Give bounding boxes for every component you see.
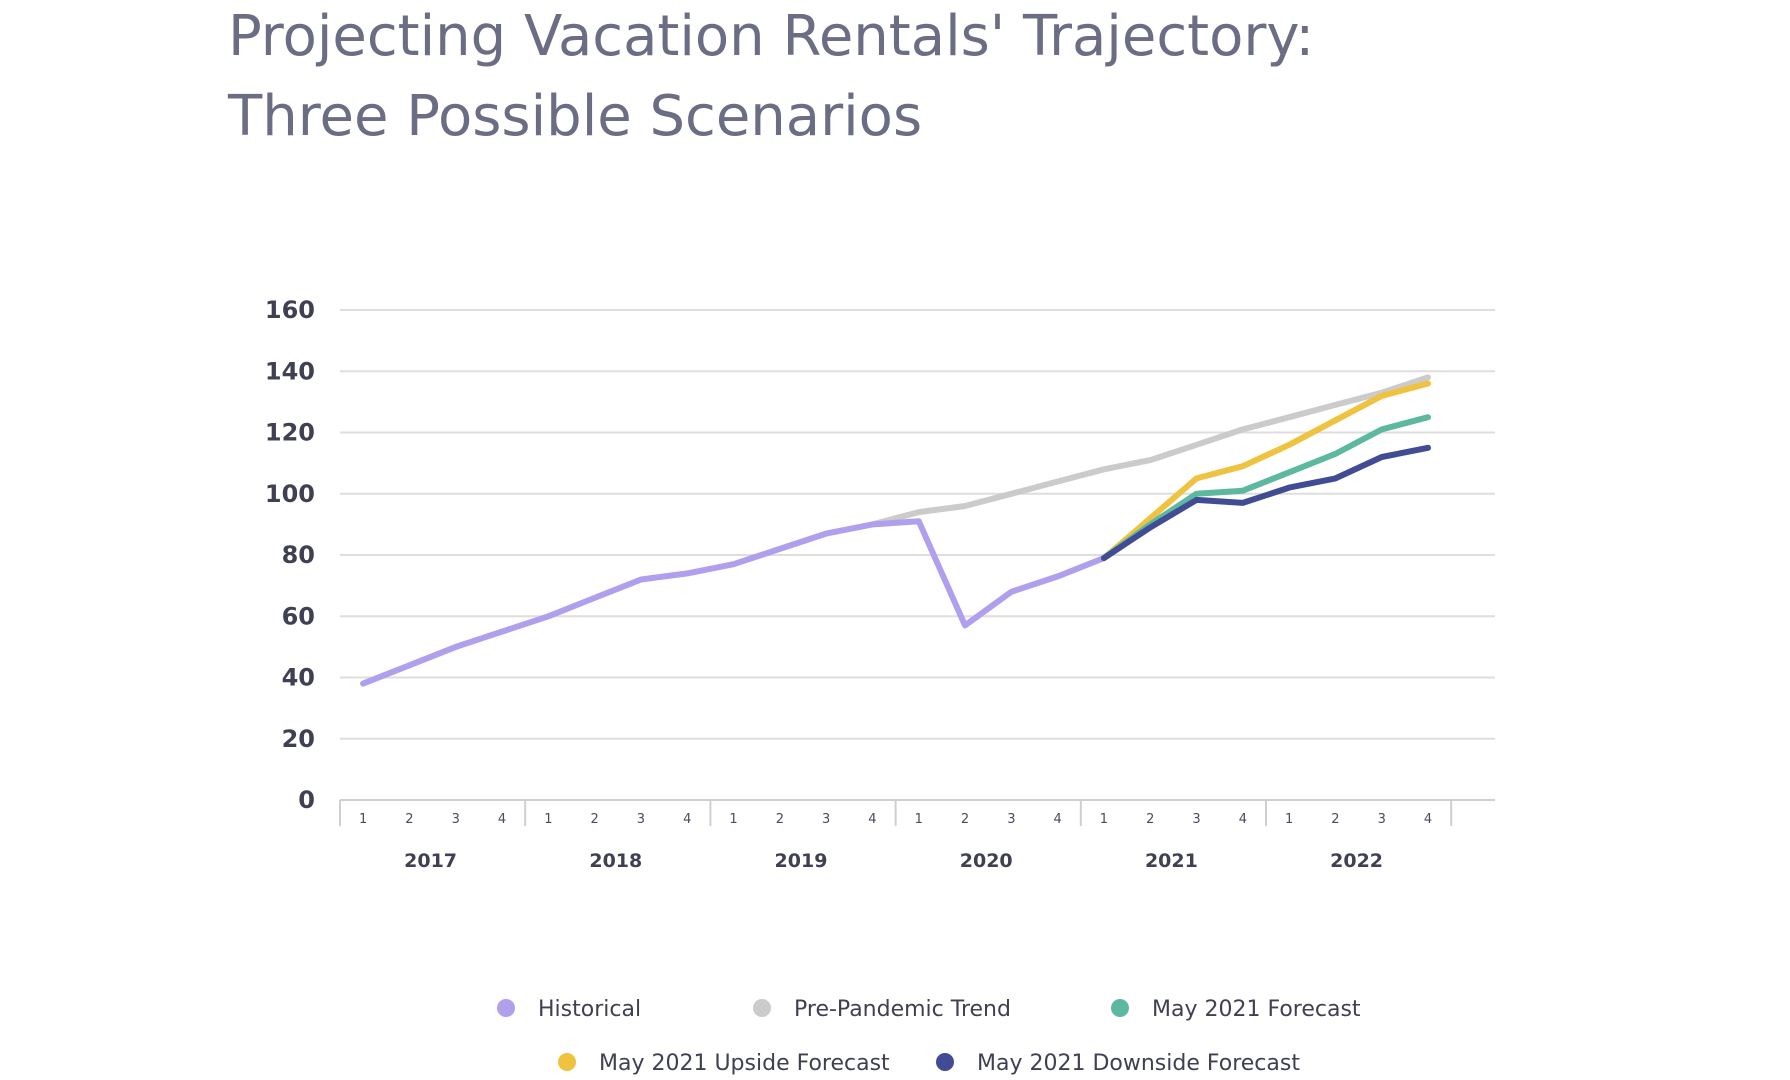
x-tick-label: 3 [1192,812,1200,827]
series-line-may-2021-downside-forecast [1100,444,1431,562]
x-tick-label: 1 [544,812,552,827]
x-tick-label: 2 [1331,812,1339,827]
x-tick-label: 4 [1239,812,1247,827]
x-tick-label: 4 [683,812,691,827]
x-tick-label: 3 [637,812,645,827]
x-tick-label: 1 [359,812,367,827]
legend-marker [753,999,771,1017]
x-tick-label: 2 [776,812,784,827]
x-tick-label: 3 [1007,812,1015,827]
legend-label: May 2021 Upside Forecast [599,1051,890,1076]
legend-item-may-2021-downside-forecast: May 2021 Downside Forecast [936,1051,1300,1076]
year-label: 2018 [589,850,642,872]
x-tick-label: 2 [1146,812,1154,827]
y-tick-label: 100 [265,480,315,508]
y-tick-label: 40 [282,664,315,692]
series-line-may-2021-forecast [1100,414,1431,562]
y-tick-label: 80 [282,541,315,569]
chart-title-line-1: Projecting Vacation Rentals' Trajectory: [228,4,1314,69]
x-tick-label: 2 [591,812,599,827]
legend-item-historical: Historical [497,997,641,1022]
y-tick-label: 20 [282,725,315,753]
legend-item-may-2021-forecast: May 2021 Forecast [1111,997,1361,1022]
legend: Historical Pre-Pandemic Trend May 2021 For… [497,997,1361,1076]
legend-marker [558,1053,576,1071]
grid: 0 20 40 60 80 100 120 140 160 [265,296,1495,814]
year-label: 2021 [1145,850,1198,872]
legend-marker [1111,999,1129,1017]
x-tick-label: 4 [498,812,506,827]
x-tick-label: 1 [1100,812,1108,827]
chart-title-line-2: Three Possible Scenarios [227,84,922,149]
year-label: 2020 [960,850,1013,872]
legend-label: Pre-Pandemic Trend [794,997,1011,1022]
legend-label: Historical [538,997,641,1022]
x-tick-label: 4 [868,812,876,827]
series-line-pre-pandemic-trend [869,374,1431,528]
legend-marker [497,999,515,1017]
x-axis: 1 2 3 4 2017 1 2 3 4 2018 1 2 3 4 2019 1 2 3 4 2020 1 2 3 4 2021… [339,800,1453,872]
year-label: 2019 [775,850,828,872]
x-tick-label: 3 [452,812,460,827]
year-label: 2022 [1330,850,1383,872]
x-tick-label: 4 [1054,812,1062,827]
legend-label: May 2021 Downside Forecast [977,1051,1300,1076]
x-tick-label: 1 [729,812,737,827]
y-tick-label: 60 [282,602,315,630]
x-tick-label: 1 [915,812,923,827]
y-tick-label: 140 [265,357,315,385]
x-tick-label: 4 [1424,812,1432,827]
y-tick-label: 0 [298,786,315,814]
series-line-historical [360,518,1107,687]
series-lines [360,374,1431,687]
legend-item-pre-pandemic-trend: Pre-Pandemic Trend [753,997,1011,1022]
x-tick-label: 1 [1285,812,1293,827]
series-line-may-2021-upside-forecast [1100,380,1431,562]
legend-label: May 2021 Forecast [1152,997,1361,1022]
x-tick-label: 3 [822,812,830,827]
year-label: 2017 [404,850,457,872]
y-tick-label: 160 [265,296,315,324]
legend-marker [936,1053,954,1071]
x-tick-label: 2 [961,812,969,827]
x-tick-label: 2 [405,812,413,827]
x-tick-label: 3 [1378,812,1386,827]
legend-item-may-2021-upside-forecast: May 2021 Upside Forecast [558,1051,890,1076]
y-tick-label: 120 [265,419,315,447]
